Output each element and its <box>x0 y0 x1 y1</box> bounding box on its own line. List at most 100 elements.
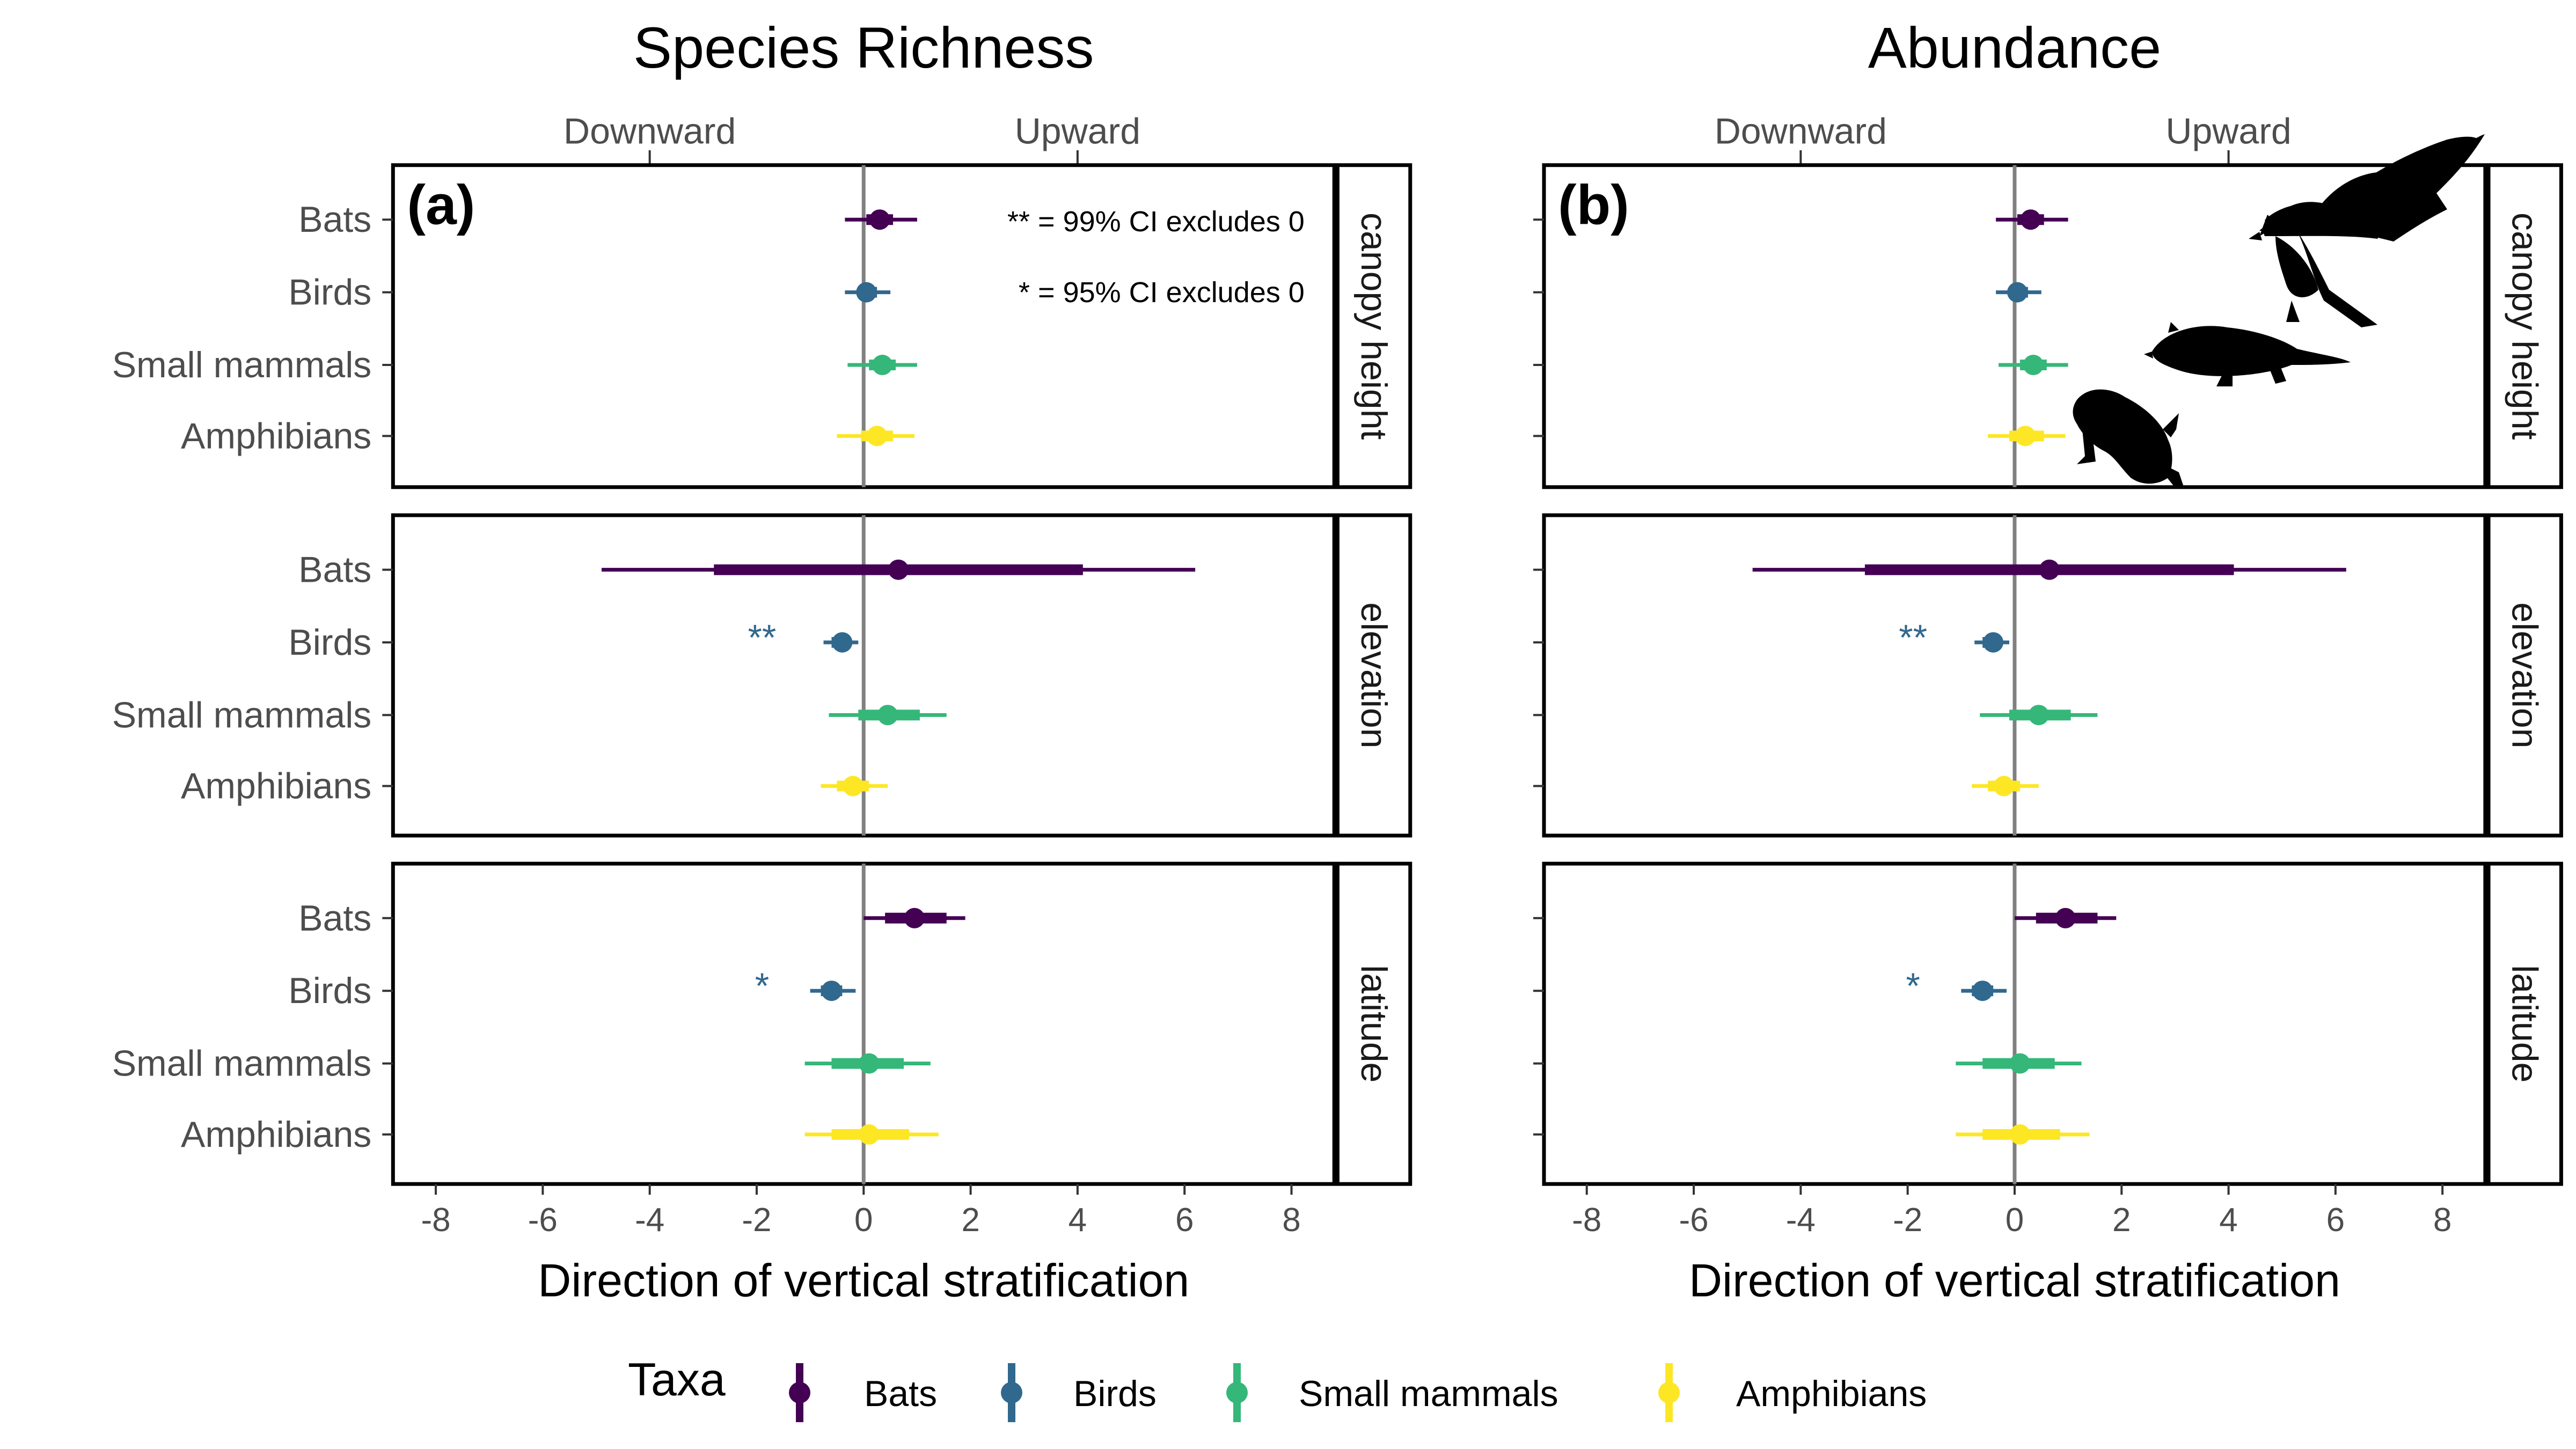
panel-tag: (a) <box>407 174 475 237</box>
estimate-point-amphibians <box>859 1124 880 1145</box>
x-tick-label: 8 <box>2433 1202 2451 1239</box>
bat-silhouette <box>2313 136 2479 231</box>
bird-silhouette <box>2259 223 2377 327</box>
estimate-point-small-mammals <box>2028 705 2049 726</box>
estimate-point-small-mammals <box>877 705 898 726</box>
estimate-point-birds <box>2007 282 2028 303</box>
small-mammal-silhouette <box>2168 322 2179 333</box>
y-tick-label-birds: Birds <box>288 970 371 1011</box>
x-tick-label: -2 <box>1893 1202 1922 1239</box>
x-tick-label: 6 <box>1175 1202 1194 1239</box>
legend-key-point <box>1226 1382 1248 1403</box>
legend-key-point <box>1001 1382 1022 1403</box>
frog-silhouette <box>2077 429 2096 464</box>
x-tick-label: 2 <box>2112 1202 2131 1239</box>
facet-strip <box>1335 163 1413 489</box>
legend-item-small-mammals: Small mammals <box>1226 1363 1558 1422</box>
estimate-point-amphibians <box>867 426 888 447</box>
legend-label: Birds <box>1073 1373 1157 1414</box>
x-tick-label: 0 <box>854 1202 873 1239</box>
frog-silhouette <box>2157 462 2184 488</box>
facet-strip-label: canopy height <box>2505 213 2545 440</box>
estimate-point-small-mammals <box>872 355 893 376</box>
estimate-point-bats <box>888 559 909 580</box>
taxa-silhouettes <box>2073 134 2485 488</box>
estimate-point-small-mammals <box>2009 1053 2030 1074</box>
estimate-point-amphibians <box>1994 775 2015 796</box>
legend-title: Taxa <box>628 1354 726 1406</box>
significance-marker: ** <box>1899 617 1927 658</box>
frog-silhouette <box>2073 389 2172 484</box>
y-tick-label-small-mammals: Small mammals <box>112 1043 372 1084</box>
y-tick-label-amphibians: Amphibians <box>181 1114 371 1155</box>
facet-strip <box>1335 513 1413 838</box>
top-axis-label-downward: Downward <box>1715 111 1887 152</box>
y-tick-label-bats: Bats <box>298 199 371 240</box>
estimate-point-birds <box>821 980 842 1001</box>
panel-species-richness: Species Richness Downward Upward canopy hei… <box>112 15 1413 1306</box>
top-axis-label-upward: Upward <box>2165 111 2291 152</box>
small-mammal-silhouette <box>2144 352 2153 358</box>
estimate-point-small-mammals <box>2023 355 2044 376</box>
x-tick-label: -4 <box>1786 1202 1816 1239</box>
estimate-point-bats <box>2055 908 2076 928</box>
x-tick-label: -8 <box>421 1202 450 1239</box>
x-tick-label: -6 <box>1679 1202 1708 1239</box>
legend-key-point <box>1658 1382 1680 1403</box>
facet-elevation: elevation Bats Birds ** Small mammals Amphibi… <box>112 513 1413 838</box>
panel-tag: (b) <box>1558 174 1629 237</box>
bird-silhouette <box>2249 232 2262 240</box>
legend-key-point <box>789 1382 810 1403</box>
estimate-point-birds <box>832 632 853 653</box>
facet-strip-label: elevation <box>2505 602 2545 748</box>
facet-strip-label: elevation <box>1353 602 1394 748</box>
facet-strip-label: latitude <box>2505 965 2545 1082</box>
x-axis-title: Direction of vertical stratification <box>1689 1255 2340 1306</box>
top-axis-label-downward: Downward <box>564 111 736 152</box>
top-axis-label-upward: Upward <box>1015 111 1140 152</box>
significance-marker: * <box>1906 965 1920 1006</box>
legend-label: Small mammals <box>1299 1373 1558 1414</box>
small-mammal-silhouette <box>2216 368 2286 386</box>
y-tick-label-bats: Bats <box>298 898 371 939</box>
x-tick-label: 4 <box>2219 1202 2237 1239</box>
significance-marker: ** <box>748 617 776 658</box>
note-99-ci: ** = 99% CI excludes 0 <box>1007 206 1305 238</box>
x-tick-label: -6 <box>528 1202 558 1239</box>
x-axis-title: Direction of vertical stratification <box>538 1255 1189 1306</box>
legend-item-amphibians: Amphibians <box>1658 1363 1927 1422</box>
y-tick-label-bats: Bats <box>298 550 371 590</box>
small-mammal-silhouette <box>2152 326 2351 376</box>
facet-latitude: latitude * <box>1533 861 2563 1186</box>
y-tick-label-amphibians: Amphibians <box>181 415 371 456</box>
x-tick-label: -8 <box>1572 1202 1601 1239</box>
facet-strip-label: canopy height <box>1353 213 1394 440</box>
x-tick-label: -4 <box>635 1202 664 1239</box>
legend-label: Amphibians <box>1736 1373 1927 1414</box>
bird-silhouette <box>2286 301 2300 322</box>
x-tick-label: 4 <box>1069 1202 1087 1239</box>
estimate-point-bats <box>869 209 890 230</box>
facet-elevation: elevation ** <box>1533 513 2563 838</box>
x-tick-label: -2 <box>742 1202 771 1239</box>
panel-title: Species Richness <box>633 15 1094 80</box>
facet-latitude: latitude Bats Birds * Small mammals Amphibian… <box>112 861 1413 1186</box>
facet-strip <box>1335 861 1413 1186</box>
estimate-point-birds <box>856 282 877 303</box>
frog-silhouette <box>2163 413 2179 437</box>
x-tick-label: 8 <box>1282 1202 1300 1239</box>
x-tick-label: 0 <box>2006 1202 2024 1239</box>
note-95-ci: * = 95% CI excludes 0 <box>1019 276 1305 309</box>
facet-strip <box>2486 163 2563 489</box>
panel-title: Abundance <box>1868 15 2162 80</box>
significance-marker: * <box>755 965 769 1006</box>
x-tick-label: 6 <box>2326 1202 2345 1239</box>
y-tick-label-small-mammals: Small mammals <box>112 694 372 735</box>
y-tick-label-small-mammals: Small mammals <box>112 345 372 385</box>
estimate-point-bats <box>2020 209 2041 230</box>
facet-canopy-height: canopy height <box>1533 163 2563 489</box>
y-tick-label-birds: Birds <box>288 622 371 663</box>
facet-canopy-height: canopy height Bats Birds Small mammals Amphi… <box>112 163 1413 489</box>
facet-strip <box>2486 861 2563 1186</box>
